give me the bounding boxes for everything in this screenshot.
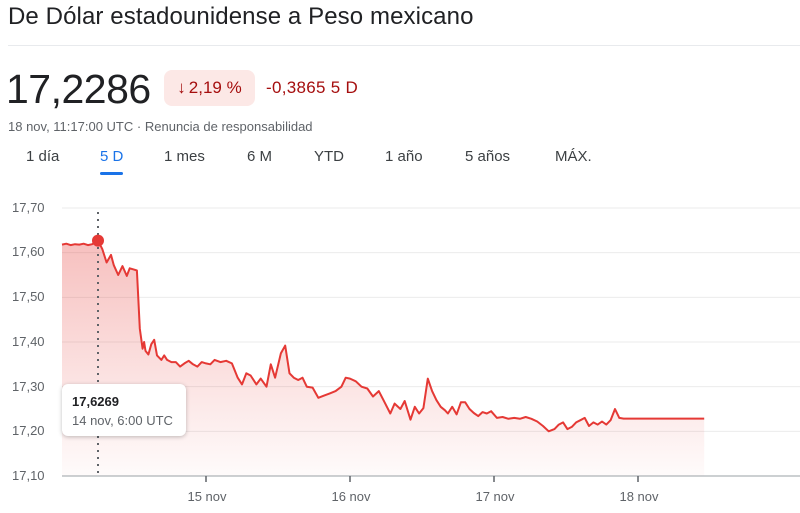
x-axis-ticks — [205, 476, 639, 482]
quote-meta: 18 nov, 11:17:00 UTC · Renuncia de respo… — [8, 119, 313, 134]
page-title: De Dólar estadounidense a Peso mexicano — [8, 3, 474, 30]
title-divider — [8, 45, 800, 46]
change-percent: 2,19 % — [188, 78, 242, 97]
tab-5-d[interactable]: 5 D — [100, 148, 124, 175]
y-tick-label: 17,40 — [12, 334, 45, 349]
y-tick-label: 17,30 — [12, 379, 45, 394]
y-tick-label: 17,10 — [12, 468, 45, 483]
hover-point-marker — [92, 234, 104, 247]
x-tick-label: 15 nov — [187, 489, 227, 504]
tab-1-ano[interactable]: 1 año — [385, 148, 423, 165]
current-price: 17,2286 — [6, 66, 151, 112]
tab-ytd[interactable]: YTD — [314, 148, 344, 165]
chart-area-fill — [62, 240, 705, 476]
x-tick-label: 18 nov — [619, 489, 659, 504]
disclaimer-link[interactable]: Renuncia de responsabilidad — [144, 119, 313, 134]
change-percent-badge: ↓ 2,19 % — [164, 70, 255, 106]
y-tick-label: 17,70 — [12, 200, 45, 215]
tooltip-value: 17,6269 — [72, 394, 119, 409]
change-absolute: -0,3865 5 D — [266, 78, 359, 97]
tab-max[interactable]: MÁX. — [555, 148, 592, 165]
tab-1-mes[interactable]: 1 mes — [164, 148, 205, 165]
x-tick-label: 17 nov — [475, 489, 515, 504]
tab-6-m[interactable]: 6 M — [247, 148, 273, 165]
timestamp: 18 nov, 11:17:00 UTC — [8, 119, 134, 134]
y-tick-label: 17,20 — [12, 423, 45, 438]
chart-line — [61, 239, 705, 433]
y-tick-label: 17,60 — [12, 244, 45, 259]
y-tick-label: 17,50 — [12, 289, 45, 304]
tab-5-anos[interactable]: 5 años — [465, 148, 511, 165]
chart-tooltip: 17,6269 14 nov, 6:00 UTC — [62, 384, 186, 436]
tooltip-time: 14 nov, 6:00 UTC — [72, 413, 173, 428]
x-tick-label: 16 nov — [331, 489, 371, 504]
arrow-down-icon: ↓ — [177, 78, 186, 97]
tab-1-dia[interactable]: 1 día — [26, 148, 60, 165]
separator: · — [136, 119, 142, 134]
